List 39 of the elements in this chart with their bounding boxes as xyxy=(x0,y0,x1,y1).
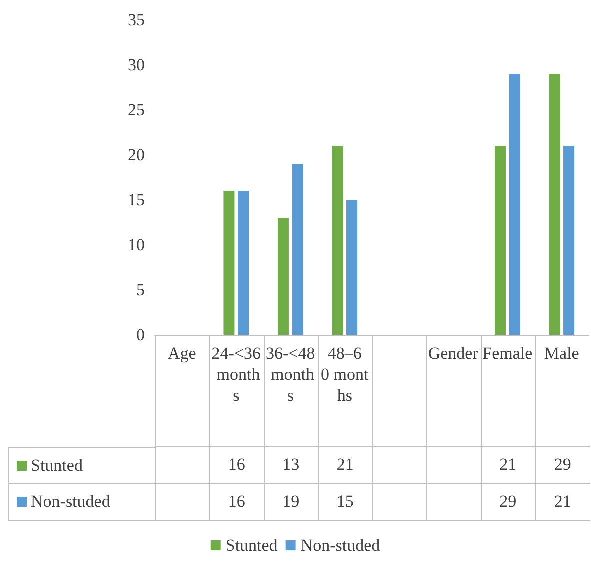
y-tick-label: 35 xyxy=(128,10,145,30)
y-tick-label: 5 xyxy=(136,280,145,300)
bar xyxy=(238,191,250,335)
y-tick-label: 15 xyxy=(128,190,145,210)
y-tick-label: 25 xyxy=(128,100,145,120)
bar xyxy=(564,146,575,335)
y-tick-label: 20 xyxy=(128,146,145,164)
y-tick-label: 0 xyxy=(136,326,145,344)
data-label: 21 xyxy=(534,484,590,521)
x-tick-label: Age xyxy=(168,344,196,363)
bar xyxy=(292,164,304,335)
data-label: 15 xyxy=(318,484,372,521)
bar xyxy=(224,191,235,335)
bar xyxy=(346,200,358,335)
x-tick-label: Female xyxy=(482,344,533,363)
x-tick-label: 48–60 months xyxy=(321,344,369,405)
legend-label: Non-studed xyxy=(300,536,381,555)
x-tick-label: 36-<48 months xyxy=(266,344,316,405)
data-label: 21 xyxy=(318,447,372,484)
bar xyxy=(494,146,506,335)
data-label: 21 xyxy=(480,447,535,484)
bar xyxy=(278,218,289,335)
y-tick-label: 10 xyxy=(128,236,145,254)
bar xyxy=(509,74,520,335)
data-label: 29 xyxy=(534,447,590,484)
y-tick-label: 30 xyxy=(128,56,145,74)
text: Non-studed xyxy=(31,492,110,511)
data-label: 16 xyxy=(209,484,264,521)
legend-label: Stunted xyxy=(31,456,83,476)
text: Stunted xyxy=(226,536,278,555)
data-label: 29 xyxy=(480,484,535,521)
x-tick-label: 24-<36 months xyxy=(212,344,261,405)
x-tick-label: Male xyxy=(544,344,580,363)
data-label: 19 xyxy=(264,484,318,521)
bar xyxy=(549,74,560,335)
data-label: 16 xyxy=(209,447,264,484)
data-label: 13 xyxy=(264,447,318,484)
x-tick-label: Gender xyxy=(428,344,479,363)
bar xyxy=(332,146,344,335)
